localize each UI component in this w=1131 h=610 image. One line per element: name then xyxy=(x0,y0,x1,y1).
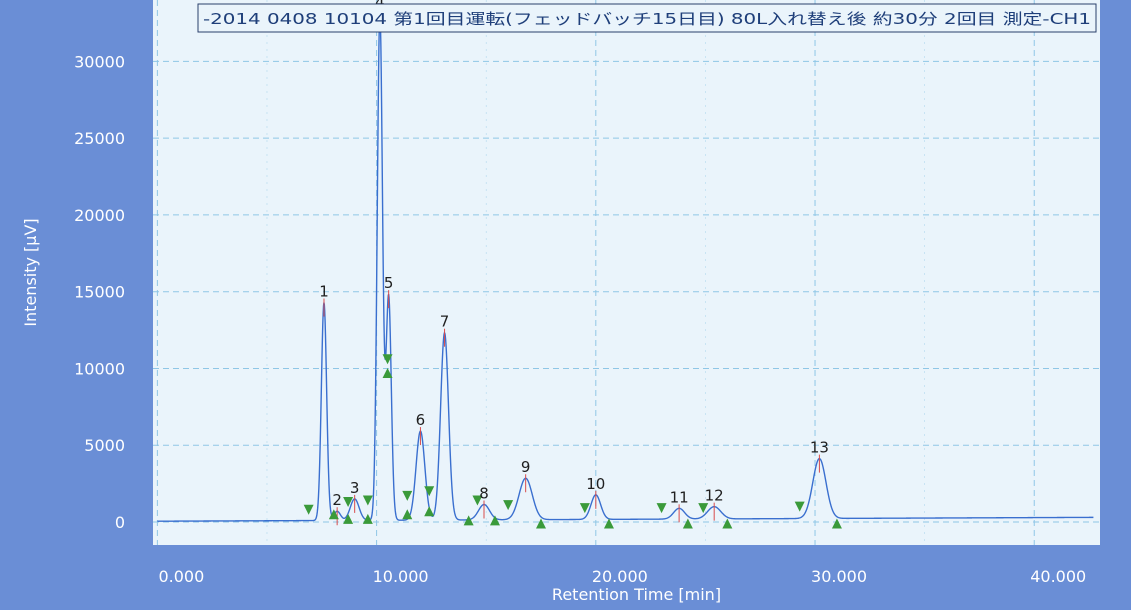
y-axis-title: Intensity [µV] xyxy=(21,218,40,326)
peak-label: 11 xyxy=(670,488,689,506)
x-tick-label: 30.000 xyxy=(811,567,867,586)
peak-end-marker xyxy=(343,513,354,524)
y-tick-label: 5000 xyxy=(84,436,125,455)
peak-start-marker xyxy=(424,486,435,497)
y-tick-label: 10000 xyxy=(74,359,125,378)
peak-label: 8 xyxy=(479,485,489,503)
peak-end-marker xyxy=(722,518,733,529)
chart-title-box xyxy=(197,3,1097,33)
peak-end-marker xyxy=(682,518,693,529)
peak-start-marker xyxy=(503,500,514,511)
plot-area xyxy=(153,0,1100,545)
x-tick-label: 40.000 xyxy=(1030,567,1086,586)
chromatogram-trace-group xyxy=(157,12,1094,522)
peak-label: 5 xyxy=(384,274,394,292)
peak-label: 13 xyxy=(810,439,829,457)
y-tick-label: 0 xyxy=(115,513,125,532)
peak-end-marker xyxy=(382,368,393,379)
y-tick-label: 30000 xyxy=(74,52,125,71)
peak-start-marker xyxy=(362,495,373,506)
peak-label: 3 xyxy=(350,479,360,497)
x-axis-ticks: 0.000 10.000 20.000 30.000 40.000 xyxy=(158,567,1086,586)
integration-markers xyxy=(303,354,842,529)
peak-end-marker xyxy=(463,515,474,526)
chromatogram-trace xyxy=(157,12,1094,522)
peak-start-marker xyxy=(303,504,314,515)
x-tick-label: 20.000 xyxy=(592,567,648,586)
peak-start-marker xyxy=(382,354,393,365)
peak-end-marker xyxy=(402,509,413,520)
peak-marks xyxy=(323,8,820,526)
peak-label: 6 xyxy=(416,411,426,429)
peak-label: 2 xyxy=(332,491,342,509)
peak-end-marker xyxy=(831,518,842,529)
peak-start-marker xyxy=(579,503,590,514)
peak-end-marker xyxy=(362,513,373,524)
peak-start-marker xyxy=(343,497,354,508)
y-tick-label: 20000 xyxy=(74,206,125,225)
peak-end-marker xyxy=(489,515,500,526)
peak-start-marker xyxy=(656,503,667,514)
x-axis-title: Retention Time [min] xyxy=(552,585,721,604)
peak-label: 7 xyxy=(440,313,450,331)
y-tick-label: 15000 xyxy=(74,283,125,302)
peak-label: 10 xyxy=(586,475,605,493)
peak-end-marker xyxy=(424,506,435,517)
peak-end-marker xyxy=(536,518,547,529)
peak-end-marker xyxy=(603,518,614,529)
peak-label: 9 xyxy=(521,458,531,476)
y-tick-label: 25000 xyxy=(74,129,125,148)
chart-title: -2014 0408 10104 第1回目運転(フェッドバッチ15日目) 80L… xyxy=(203,10,1091,28)
grid-lines xyxy=(153,0,1100,545)
peak-start-marker xyxy=(402,490,413,501)
peak-start-marker xyxy=(794,501,805,512)
peak-start-marker xyxy=(472,495,483,506)
peak-start-marker xyxy=(698,503,709,514)
peak-label: 12 xyxy=(705,487,724,505)
peak-end-marker xyxy=(328,509,339,520)
peak-label: 1 xyxy=(319,283,329,301)
x-tick-label: 10.000 xyxy=(373,567,429,586)
x-tick-label: 0.000 xyxy=(158,567,204,586)
y-axis-ticks: 0 5000 10000 15000 20000 25000 30000 xyxy=(74,52,125,532)
